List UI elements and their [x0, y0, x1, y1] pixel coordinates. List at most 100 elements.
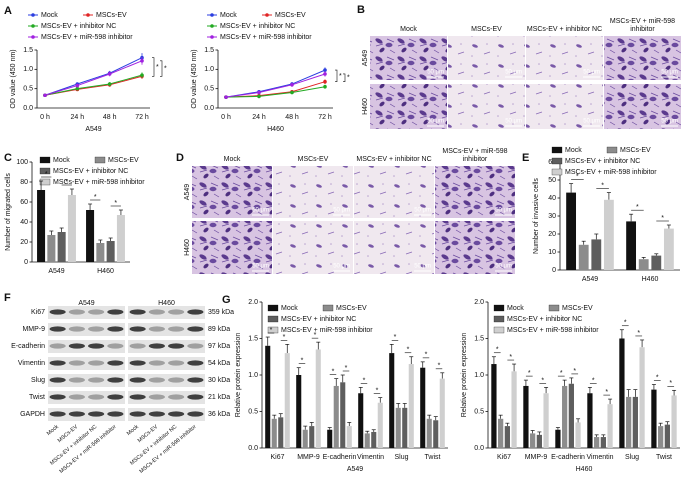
significance-label: *: [438, 363, 441, 370]
blot-group-label: A549: [78, 300, 94, 307]
blot-band: [168, 377, 185, 383]
blot-lane-label: Mock: [46, 424, 60, 437]
blot-band: [148, 394, 165, 400]
blot-group-label: H460: [158, 300, 175, 307]
significance-label: *: [576, 173, 579, 180]
data-point: [257, 94, 261, 99]
micrograph: [604, 36, 681, 80]
significance-label: *: [164, 65, 167, 72]
y-tick-label: 0.0: [204, 105, 214, 112]
significance-label: *: [528, 370, 531, 377]
bar: [562, 385, 568, 448]
significance-label: *: [425, 352, 428, 359]
data-point: [107, 72, 112, 76]
bar: [346, 426, 352, 448]
y-tick-label: 0.0: [474, 445, 484, 452]
legend-label: MSCs-EV + miR-598 inhibitor: [281, 327, 373, 334]
x-tick-label: 72 h: [135, 114, 149, 121]
bar: [639, 347, 645, 448]
bar: [278, 417, 284, 448]
x-tick-label: Ki67: [270, 454, 284, 461]
blot-band: [187, 377, 204, 383]
data-point: [107, 82, 112, 86]
legend-label: Mock: [41, 12, 58, 19]
blot-band: [88, 377, 105, 383]
legend-marker: [265, 13, 269, 17]
bar: [658, 426, 664, 448]
blot-band: [187, 326, 204, 332]
blot-weight-label: 21 kDa: [208, 394, 230, 401]
scale-bar-label: 50 μm: [252, 208, 269, 214]
y-tick-label: 0.5: [248, 408, 258, 415]
bar: [86, 210, 95, 262]
significance-label: *: [347, 75, 350, 82]
series-line: [44, 57, 143, 96]
micrograph-column-header: Mock: [400, 26, 417, 33]
x-tick-label: Slug: [394, 454, 408, 461]
legend-label: Mock: [507, 305, 524, 312]
micrograph: [448, 36, 525, 80]
bar: [632, 396, 638, 448]
legend-swatch: [551, 157, 563, 165]
blot-band: [68, 309, 85, 315]
x-tick-label: 48 h: [103, 114, 117, 121]
micrograph: [435, 166, 515, 218]
blot-band: [68, 343, 85, 349]
bar: [600, 437, 606, 448]
y-tick-label: 0: [552, 267, 556, 274]
blot-band: [187, 411, 204, 417]
data-point: [323, 72, 327, 76]
data-point: [140, 73, 144, 77]
x-tick-label: Twist: [656, 454, 672, 461]
legend-label: MSCs-EV + miR-598 inhibitor: [41, 34, 133, 41]
micrograph: [273, 166, 353, 218]
bar: [265, 345, 271, 448]
significance-label: *: [45, 171, 48, 178]
bar: [671, 395, 677, 448]
legend-label: MSCs-EV + inhibitor NC: [220, 23, 295, 30]
bar: [439, 378, 445, 448]
y-tick-label: 100: [16, 159, 28, 166]
y-tick-label: 20: [548, 231, 556, 238]
y-tick-label: 0.5: [474, 408, 484, 415]
y-axis-label: Number of migrated cells: [5, 173, 12, 251]
series-line: [225, 69, 326, 98]
micrograph: [273, 221, 353, 274]
blot-band: [49, 411, 66, 417]
scale-bar-label: 50 μm: [414, 208, 431, 214]
bar: [284, 353, 290, 448]
bar: [408, 364, 414, 448]
scale-bar-label: 50 μm: [333, 208, 350, 214]
legend-label: MSCs-EV + miR-598 inhibitor: [53, 179, 145, 186]
data-point: [224, 95, 228, 99]
blot-band: [107, 309, 124, 315]
bar: [568, 383, 574, 448]
legend-swatch: [493, 304, 505, 312]
bar: [491, 364, 497, 448]
series-line: [44, 60, 143, 96]
bar: [651, 255, 662, 270]
x-tick-label: Vimentin: [586, 454, 613, 461]
bar: [271, 418, 277, 448]
bar: [498, 418, 504, 448]
blot-band: [49, 343, 66, 349]
significance-label: *: [283, 334, 286, 341]
blot-protein-label: Slug: [31, 377, 45, 384]
series-line: [225, 73, 326, 98]
legend-swatch: [94, 156, 106, 164]
bar: [296, 375, 302, 448]
y-tick-label: 0.0: [23, 105, 33, 112]
micrograph-row-label: H460: [184, 239, 191, 256]
bar: [619, 338, 625, 448]
x-axis-label: A549: [347, 466, 363, 473]
significance-label: *: [605, 389, 608, 396]
significance-label: *: [601, 182, 604, 189]
bar: [340, 382, 346, 448]
bar: [395, 407, 401, 448]
panel-label: G: [222, 294, 231, 306]
y-tick-label: 80: [20, 179, 28, 186]
blot-weight-label: 89 kDa: [208, 326, 230, 333]
significance-label: *: [407, 347, 410, 354]
significance-label: *: [661, 215, 664, 222]
